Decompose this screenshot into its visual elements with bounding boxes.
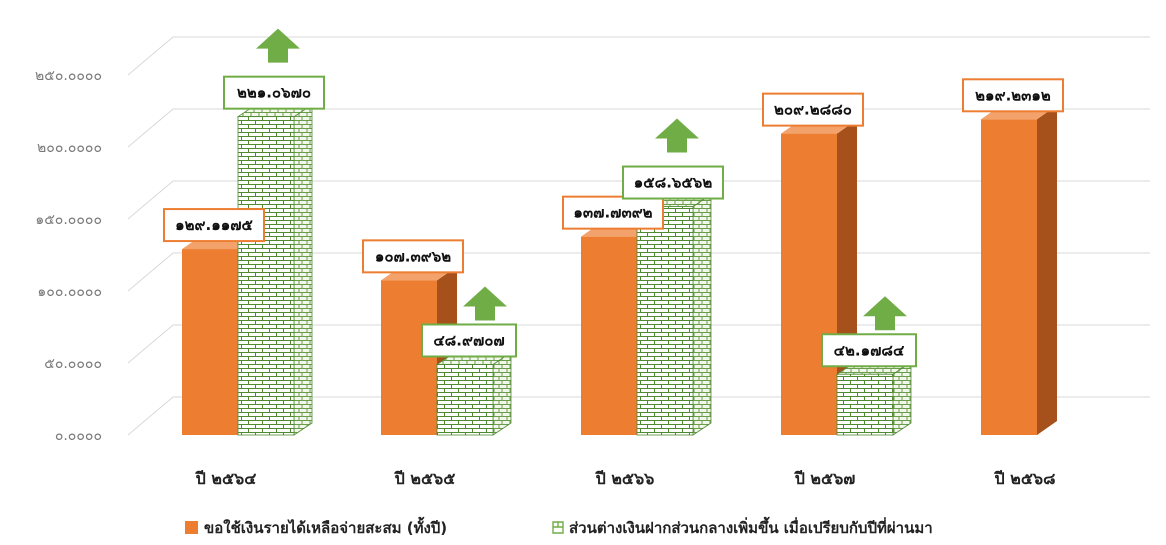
x-tick-label: ปี ๒๕๖๖ [594, 469, 654, 488]
legend-swatch-brick [552, 521, 564, 534]
data-label: ๑๓๗.๗๓๙๒ [562, 195, 664, 230]
bar-front [182, 249, 238, 435]
increase-arrow-icon [463, 286, 507, 321]
y-tick-label: ๒๐๐.๐๐๐๐ [37, 140, 102, 156]
data-label: ๒๐๙.๒๘๘๐ [762, 92, 864, 127]
data-label-text: ๑๒๙.๑๑๗๕ [175, 216, 253, 234]
data-label: ๔๒.๑๗๘๔ [821, 333, 917, 368]
gridline [127, 36, 1150, 76]
x-axis: ปี ๒๕๖๔ ปี ๒๕๖๕ ปี ๒๕๖๖ ปี ๒๕๖๗ ปี ๒๕๖๘ [194, 469, 1055, 488]
bar-orange [981, 105, 1057, 436]
y-axis: ๐.๐๐๐๐ ๕๐.๐๐๐๐ ๑๐๐.๐๐๐๐ ๑๕๐.๐๐๐๐ ๒๐๐.๐๐๐๐ ๒๕๐… [35, 68, 102, 444]
data-label-text: ๔๘.๙๗๐๗ [433, 331, 504, 349]
x-tick-label: ปี ๒๕๖๔ [194, 469, 256, 488]
data-label-text: ๒๑๙.๒๓๑๒ [975, 86, 1051, 104]
x-tick-label: ปี ๒๕๖๗ [793, 469, 855, 488]
data-label-text: ๑๕๘.๖๕๖๒ [634, 174, 713, 192]
data-label: ๑๒๙.๑๑๗๕ [163, 208, 265, 243]
bar-orange [781, 119, 857, 436]
bar-side [492, 351, 512, 436]
y-tick-label: ๐.๐๐๐๐ [55, 428, 102, 444]
bar-side [692, 193, 712, 436]
data-label: ๑๐๗.๓๙๖๒ [362, 239, 464, 274]
bar-brick [635, 193, 713, 436]
data-label-text: ๑๓๗.๗๓๙๒ [573, 204, 652, 222]
bar-front [836, 373, 894, 436]
data-label-box [421, 323, 517, 358]
legend: ขอใช้เงินรายได้เหลือจ่ายสะสม (ทั้งปี) ส่ว… [185, 516, 933, 537]
data-label: ๔๘.๙๗๐๗ [421, 323, 517, 358]
data-label-box [821, 333, 917, 368]
y-tick-label: ๕๐.๐๐๐๐ [44, 356, 102, 372]
bar-front [436, 364, 494, 436]
data-label: ๑๕๘.๖๕๖๒ [622, 165, 724, 200]
bar-brick [435, 351, 513, 436]
bar-side [892, 361, 912, 436]
legend-label: ขอใช้เงินรายได้เหลือจ่ายสะสม (ทั้งปี) [204, 516, 447, 537]
bar-side [1037, 105, 1057, 436]
bar-side [293, 103, 313, 436]
data-label: ๒๑๙.๒๓๑๒ [962, 78, 1064, 113]
data-label-text: ๒๐๙.๒๘๘๐ [774, 101, 852, 119]
increase-arrow-icon [256, 28, 300, 63]
data-label-text: ๑๐๗.๓๙๖๒ [375, 247, 451, 265]
legend-label: ส่วนต่างเงินฝากส่วนกลางเพิ่มขึ้น เมื่อเป… [569, 516, 933, 537]
data-label-box [622, 165, 724, 200]
data-label: ๒๒๑.๐๖๗๐ [223, 75, 325, 110]
data-label-box [163, 208, 265, 243]
bar-front [581, 236, 637, 435]
bar-front [781, 133, 837, 435]
increase-arrow-icon [863, 296, 907, 331]
bar-front [381, 280, 437, 435]
legend-swatch-orange [185, 521, 198, 534]
x-tick-label: ปี ๒๕๖๕ [393, 469, 455, 488]
data-label-box [223, 75, 325, 110]
data-label-text: ๒๒๑.๐๖๗๐ [237, 84, 311, 102]
x-tick-label: ปี ๒๕๖๘ [993, 469, 1055, 488]
data-label-box [362, 239, 464, 274]
bar-front [237, 116, 295, 436]
increase-arrow-icon [655, 118, 699, 153]
y-tick-label: ๑๐๐.๐๐๐๐ [37, 284, 102, 300]
y-tick-label: ๑๕๐.๐๐๐๐ [35, 212, 102, 228]
data-label-box [962, 78, 1064, 113]
bar-brick [835, 361, 913, 436]
y-tick-label: ๒๕๐.๐๐๐๐ [35, 68, 102, 84]
data-label-box [762, 92, 864, 127]
data-label-text: ๔๒.๑๗๘๔ [834, 341, 905, 359]
data-label-box [562, 195, 664, 230]
bar-front [636, 206, 694, 436]
bar-front [981, 119, 1037, 436]
bar-brick [236, 103, 314, 436]
